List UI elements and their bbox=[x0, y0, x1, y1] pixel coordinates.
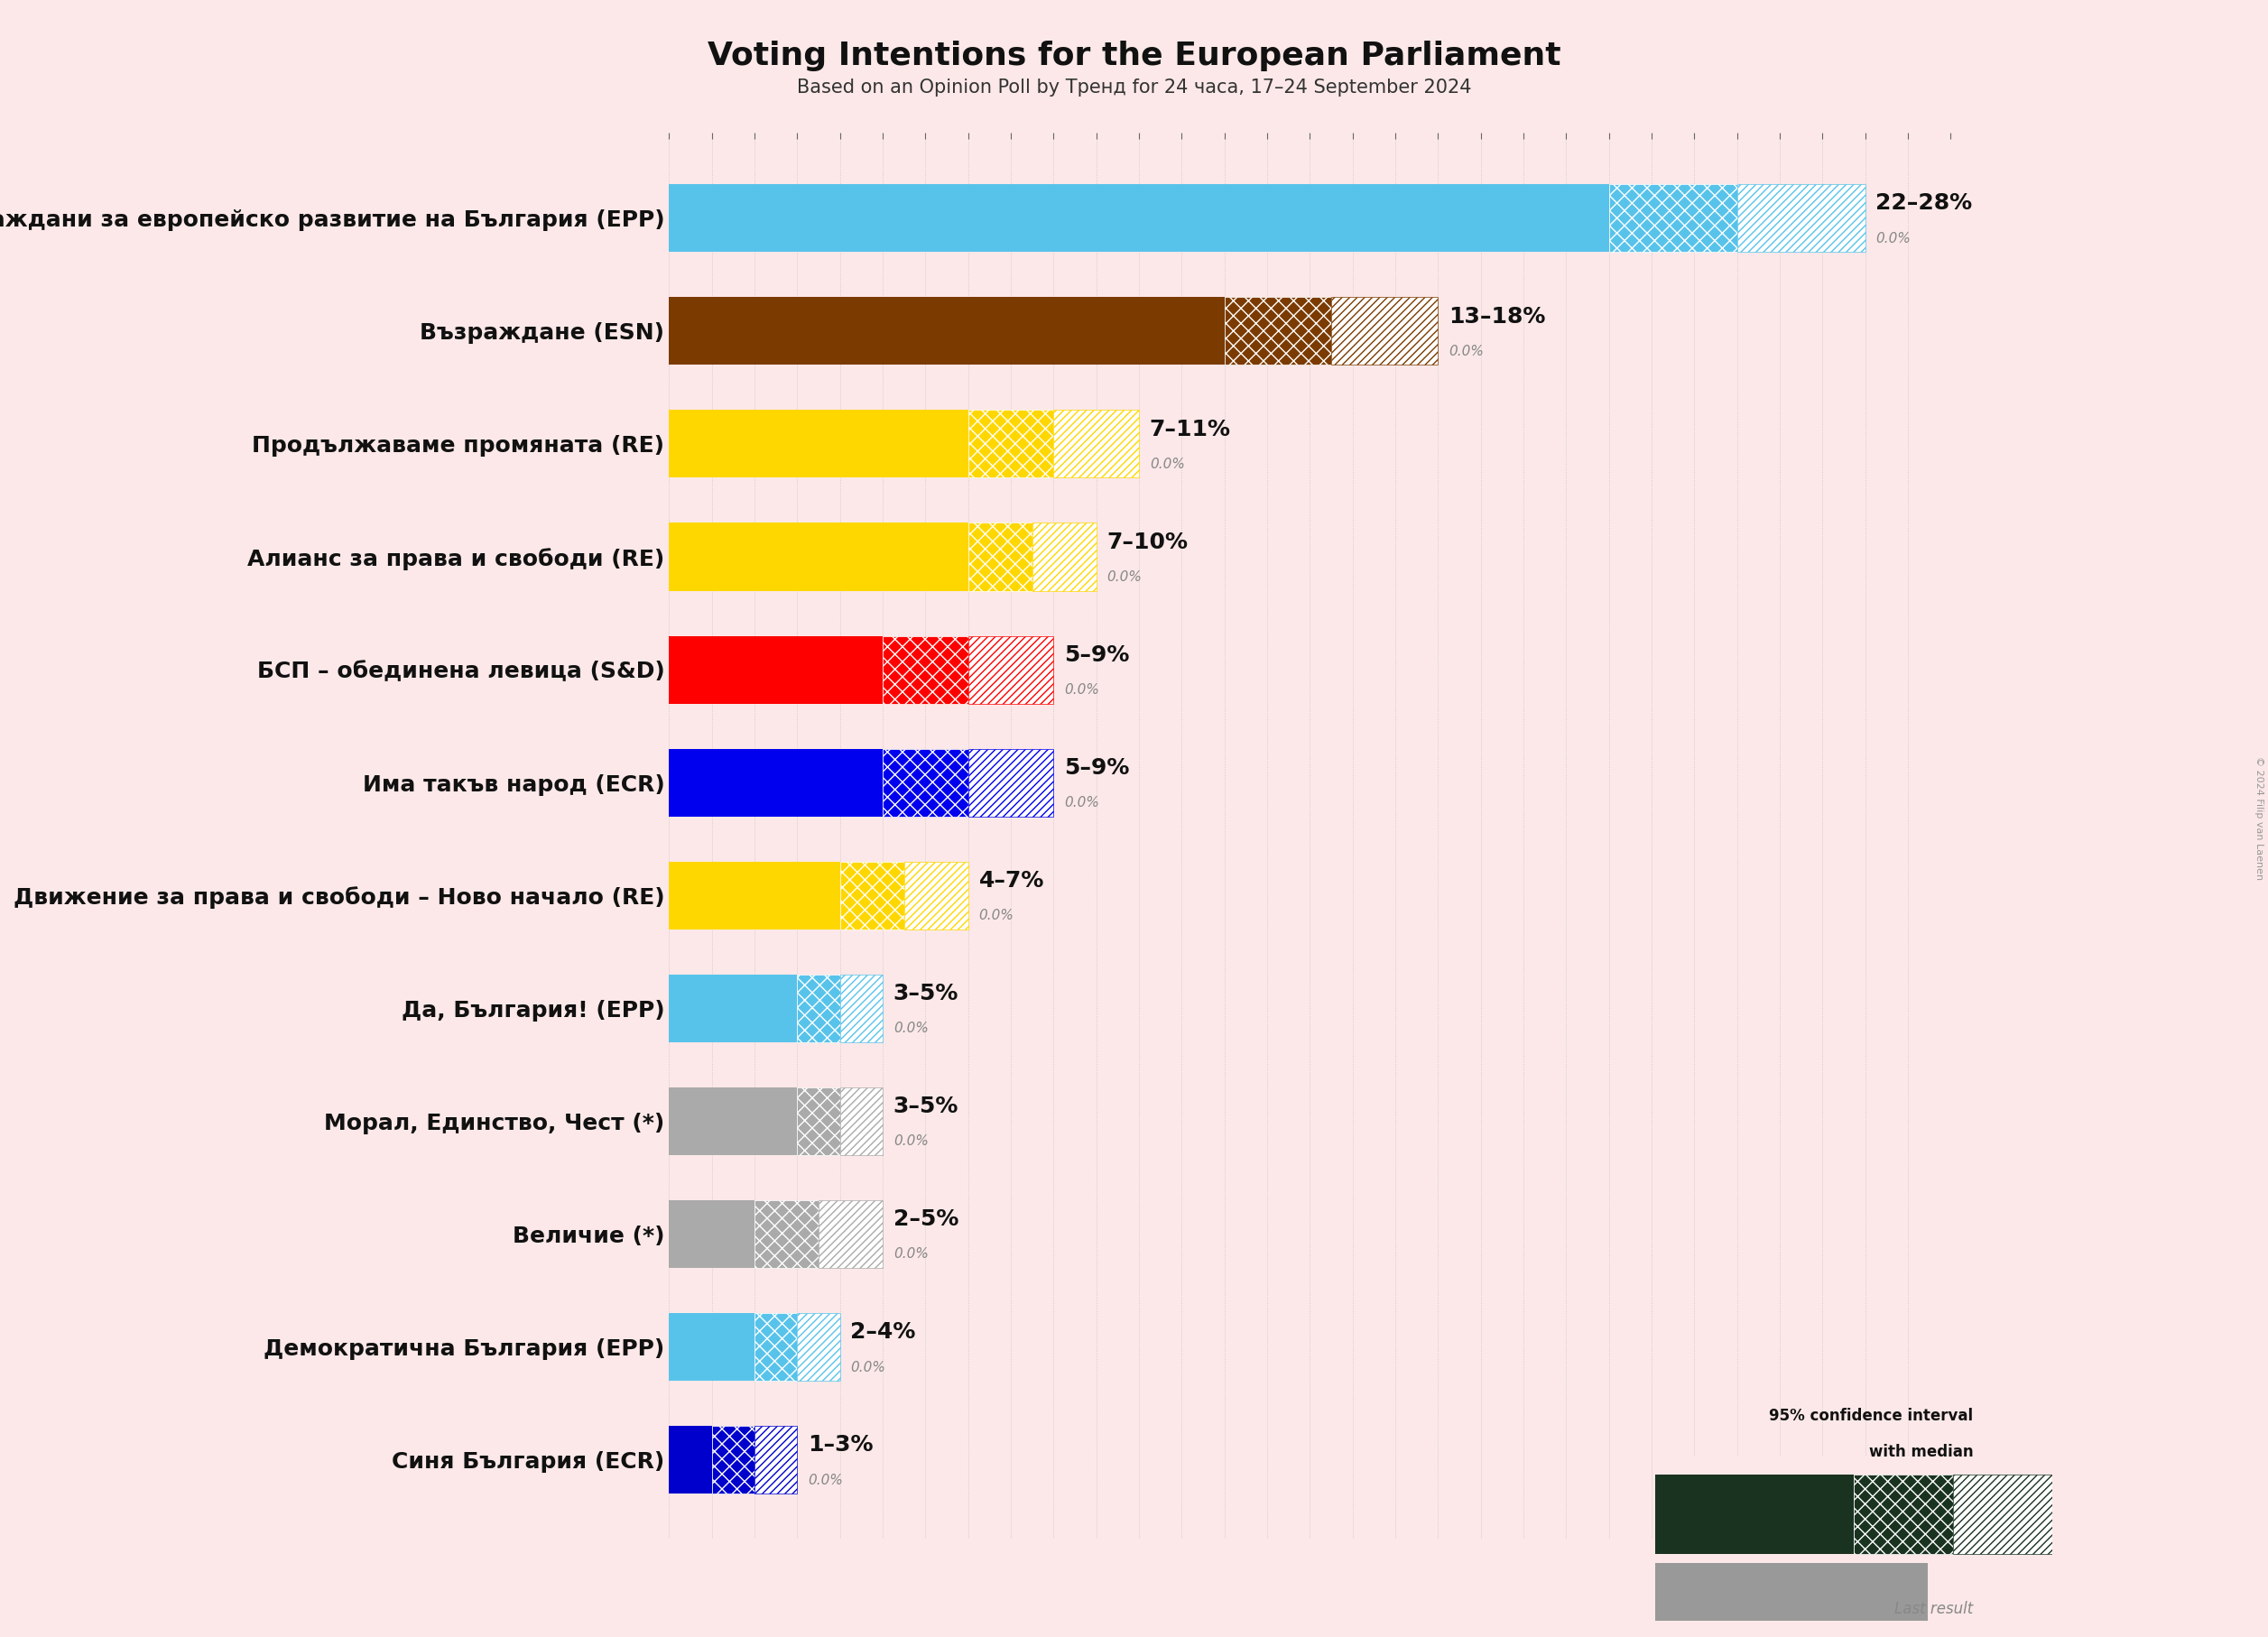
Text: 22–28%: 22–28% bbox=[1876, 193, 1973, 214]
Bar bbox=[1855, 1473, 1953, 1555]
Bar bbox=[669, 298, 1225, 365]
Text: 0.0%: 0.0% bbox=[1876, 232, 1912, 246]
Bar bbox=[755, 1313, 798, 1380]
Bar bbox=[755, 1426, 798, 1493]
Bar bbox=[1032, 522, 1095, 591]
Bar bbox=[1608, 185, 1737, 252]
Text: © 2024 Filip van Laenen: © 2024 Filip van Laenen bbox=[2254, 756, 2263, 881]
Text: 0.0%: 0.0% bbox=[1449, 344, 1483, 359]
Text: 0.0%: 0.0% bbox=[1150, 457, 1184, 471]
Bar bbox=[796, 1087, 839, 1156]
Bar bbox=[669, 974, 796, 1043]
Text: Last result: Last result bbox=[1894, 1601, 1973, 1617]
Bar bbox=[839, 861, 905, 930]
Bar bbox=[712, 1426, 755, 1493]
Bar bbox=[968, 748, 1052, 817]
Bar bbox=[882, 748, 968, 817]
Text: 0.0%: 0.0% bbox=[807, 1473, 844, 1486]
Text: 0.0%: 0.0% bbox=[1107, 570, 1143, 584]
Bar bbox=[669, 1200, 755, 1269]
Text: 2–4%: 2–4% bbox=[850, 1321, 916, 1342]
Bar bbox=[882, 635, 968, 704]
Bar bbox=[968, 409, 1052, 478]
Bar bbox=[1737, 185, 1864, 252]
Bar bbox=[669, 635, 882, 704]
Text: 1–3%: 1–3% bbox=[807, 1434, 873, 1455]
Text: with median: with median bbox=[1869, 1444, 1973, 1460]
Text: 4–7%: 4–7% bbox=[980, 869, 1043, 892]
Bar bbox=[796, 1313, 839, 1380]
Text: 7–10%: 7–10% bbox=[1107, 532, 1188, 553]
Bar bbox=[669, 522, 968, 591]
Bar bbox=[1052, 409, 1139, 478]
Bar bbox=[968, 635, 1052, 704]
Bar bbox=[819, 1200, 882, 1269]
Text: 0.0%: 0.0% bbox=[894, 1021, 928, 1035]
Bar bbox=[1331, 298, 1438, 365]
Text: 13–18%: 13–18% bbox=[1449, 306, 1545, 327]
Text: 0.0%: 0.0% bbox=[1064, 683, 1100, 697]
Text: 3–5%: 3–5% bbox=[894, 1095, 959, 1118]
Bar bbox=[1225, 298, 1331, 365]
Bar bbox=[755, 1200, 819, 1269]
Bar bbox=[796, 974, 839, 1043]
Text: Based on an Opinion Poll by Тренд for 24 часа, 17–24 September 2024: Based on an Opinion Poll by Тренд for 24… bbox=[796, 79, 1472, 97]
Text: 5–9%: 5–9% bbox=[1064, 643, 1129, 666]
Bar bbox=[669, 1313, 755, 1380]
Bar bbox=[669, 1087, 796, 1156]
Bar bbox=[669, 185, 1608, 252]
Text: 0.0%: 0.0% bbox=[1064, 796, 1100, 810]
Bar bbox=[839, 1087, 882, 1156]
Text: 95% confidence interval: 95% confidence interval bbox=[1769, 1408, 1973, 1424]
Text: 0.0%: 0.0% bbox=[894, 1247, 928, 1260]
Text: 0.0%: 0.0% bbox=[980, 909, 1014, 923]
Bar bbox=[669, 409, 968, 478]
Bar bbox=[839, 974, 882, 1043]
Text: Voting Intentions for the European Parliament: Voting Intentions for the European Parli… bbox=[708, 41, 1560, 72]
Text: 3–5%: 3–5% bbox=[894, 982, 959, 1005]
Bar bbox=[669, 748, 882, 817]
Bar bbox=[968, 522, 1032, 591]
Text: 0.0%: 0.0% bbox=[850, 1360, 887, 1373]
Bar bbox=[905, 861, 968, 930]
Bar bbox=[669, 1426, 712, 1493]
Text: 2–5%: 2–5% bbox=[894, 1208, 959, 1229]
Text: 5–9%: 5–9% bbox=[1064, 756, 1129, 779]
Bar bbox=[1953, 1473, 2053, 1555]
Text: 0.0%: 0.0% bbox=[894, 1134, 928, 1148]
Bar bbox=[1656, 1473, 1855, 1555]
Bar bbox=[669, 861, 839, 930]
Text: 7–11%: 7–11% bbox=[1150, 419, 1232, 440]
